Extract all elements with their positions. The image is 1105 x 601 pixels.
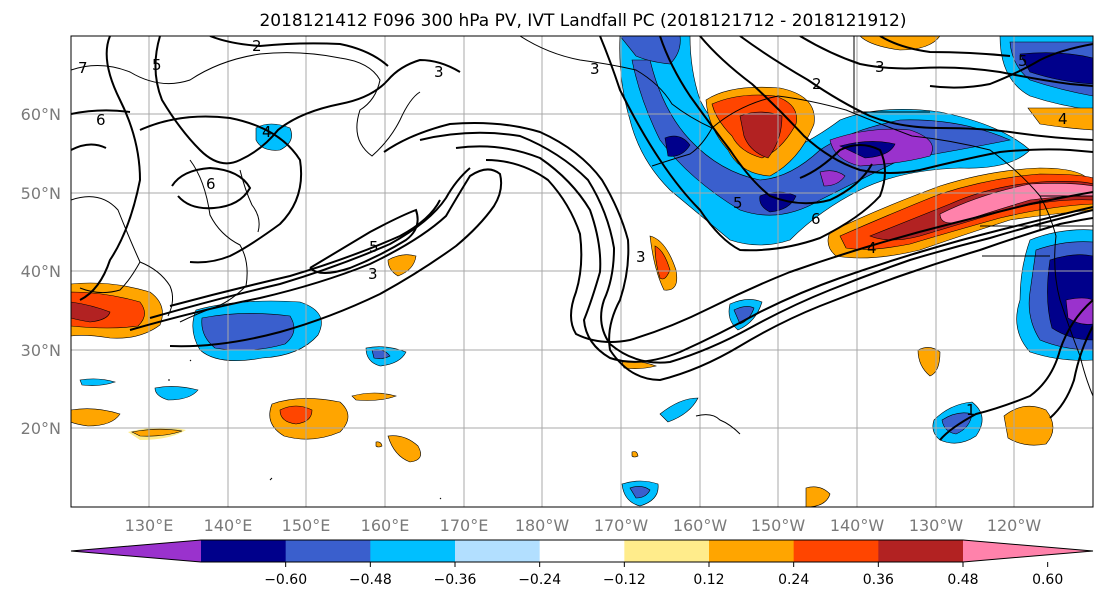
colorbar-swatch: [539, 540, 625, 562]
lat-tick-label: 50°N: [21, 184, 61, 203]
lat-tick-label: 60°N: [21, 105, 61, 124]
lon-tick-label: 140°E: [204, 516, 253, 535]
contour-label: 6: [96, 111, 106, 129]
pc-shading: [71, 36, 1093, 507]
contour-label: 5: [733, 194, 743, 212]
colorbar: −0.60 −0.48 −0.36 −0.24 −0.12 0.12 0.24 0.36 0.4…: [70, 539, 1094, 588]
contour-label: 2: [812, 75, 822, 93]
contour-label: 1: [966, 401, 976, 419]
colorbar-tick-label: 0.48: [947, 572, 978, 588]
contour-label: 7: [78, 59, 88, 77]
colorbar-swatch: [201, 540, 287, 562]
contour-label: 6: [206, 175, 216, 193]
colorbar-swatches: [70, 539, 1094, 563]
colorbar-ticks: −0.60 −0.48 −0.36 −0.24 −0.12 0.12 0.24 0.36 0.4…: [264, 562, 1063, 588]
colorbar-outline: [70, 539, 1094, 563]
colorbar-swatch: [285, 540, 371, 562]
contour-label: 4: [262, 123, 272, 141]
lon-tick-label: 160°E: [361, 516, 410, 535]
colorbar-tick-label: −0.24: [518, 572, 561, 588]
lon-tick-label: 170°E: [440, 516, 489, 535]
contour-label: 4: [867, 239, 877, 257]
colorbar-tick-label: 0.36: [863, 572, 894, 588]
contour-label: 3: [636, 248, 646, 266]
lon-tick-label: 150°W: [751, 516, 806, 535]
contour-label: 2: [252, 37, 262, 55]
colorbar-swatch: [709, 540, 795, 562]
lon-tick-label: 120°W: [987, 516, 1042, 535]
figure-title: 2018121412 F096 300 hPa PV, IVT Landfall…: [259, 11, 906, 31]
colorbar-tick-label: −0.12: [603, 572, 646, 588]
colorbar-extend-low: [71, 540, 201, 562]
colorbar-swatch: [624, 540, 710, 562]
coastlines: [71, 36, 1093, 500]
contour-labels: 2 5 3 7 6 4 6 5 3 3 2 5 6 4 3 3 4 5 1: [78, 37, 1068, 419]
colorbar-tick-label: −0.48: [349, 572, 392, 588]
contour-label: 5: [152, 56, 162, 74]
lon-tick-label: 170°W: [594, 516, 649, 535]
contour-label: 3: [434, 63, 444, 81]
lat-tick-label: 40°N: [21, 262, 61, 281]
lon-tick-label: 180°W: [515, 516, 570, 535]
lon-tick-label: 130°W: [909, 516, 964, 535]
lon-tick-label: 140°W: [830, 516, 885, 535]
colorbar-tick-label: −0.60: [264, 572, 307, 588]
colorbar-swatch: [455, 540, 541, 562]
contour-label: 4: [1058, 110, 1068, 128]
lon-tick-labels: 130°E 140°E 150°E 160°E 170°E 180°W 170°…: [125, 516, 1042, 535]
lon-tick-label: 150°E: [282, 516, 331, 535]
contour-label: 3: [875, 58, 885, 76]
graticule: [71, 36, 1093, 507]
contour-label: 6: [811, 210, 821, 228]
colorbar-extend-high: [963, 540, 1093, 562]
colorbar-tick-label: 0.60: [1032, 572, 1063, 588]
map-panel: 2 5 3 7 6 4 6 5 3 3 2 5 6 4 3 3 4 5 1: [70, 35, 1094, 508]
colorbar-tick-label: 0.24: [778, 572, 809, 588]
lat-tick-label: 20°N: [21, 419, 61, 438]
lat-tick-labels: 60°N 50°N 40°N 30°N 20°N: [21, 105, 61, 438]
colorbar-tick-label: 0.12: [693, 572, 724, 588]
lon-tick-label: 130°E: [125, 516, 174, 535]
contour-label: 3: [590, 60, 600, 78]
contour-label: 5: [369, 238, 379, 256]
lon-tick-label: 160°W: [673, 516, 728, 535]
lat-tick-label: 30°N: [21, 341, 61, 360]
colorbar-swatch: [878, 540, 964, 562]
pv-contours: [71, 36, 1093, 441]
contour-label: 3: [368, 265, 378, 283]
colorbar-tick-label: −0.36: [434, 572, 477, 588]
contour-label: 5: [1018, 52, 1028, 70]
colorbar-swatch: [793, 540, 879, 562]
colorbar-swatch: [370, 540, 456, 562]
